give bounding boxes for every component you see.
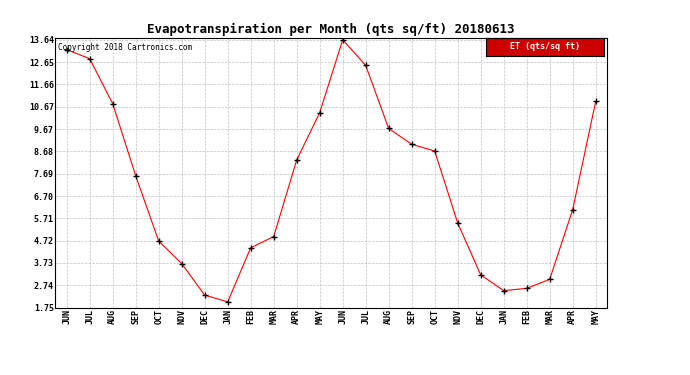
Text: Copyright 2018 Cartronics.com: Copyright 2018 Cartronics.com (58, 43, 192, 52)
Title: Evapotranspiration per Month (qts sq/ft) 20180613: Evapotranspiration per Month (qts sq/ft)… (148, 23, 515, 36)
